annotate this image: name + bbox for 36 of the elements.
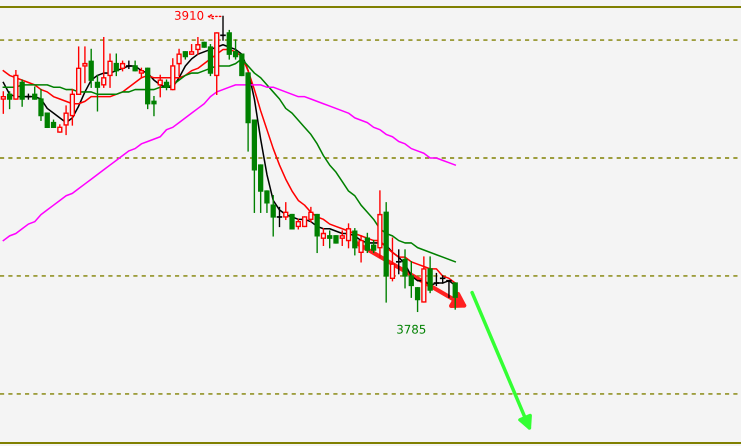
candlestick (427, 256, 433, 294)
candlestick (132, 60, 138, 72)
candlestick (0, 91, 6, 114)
candlestick (195, 36, 201, 55)
candlestick (283, 202, 288, 220)
candlestick (126, 60, 132, 70)
candlestick (20, 79, 25, 107)
candlestick (114, 53, 119, 76)
annotation: 3910 (174, 10, 204, 20)
candlestick (170, 58, 176, 90)
candlestick (414, 287, 420, 312)
candlestick (120, 60, 126, 72)
candlestick (452, 282, 458, 310)
candlestick (358, 235, 364, 262)
candlestick (289, 214, 295, 230)
candlestick (352, 228, 358, 256)
candlestick (270, 195, 276, 237)
text: 3785 (397, 324, 426, 334)
candlestick (82, 46, 88, 84)
candlestick (158, 74, 163, 98)
candlestick (26, 94, 32, 100)
candlestick (320, 228, 326, 246)
candlestick (164, 79, 170, 90)
candlestick (13, 70, 19, 100)
candlestick (101, 36, 106, 88)
candlestick (138, 68, 144, 78)
candlestick (314, 214, 320, 254)
candlestick (276, 206, 282, 228)
candlestick (88, 48, 94, 88)
candlestick (6, 91, 12, 110)
candlestick (440, 275, 446, 284)
candlestick (94, 74, 100, 112)
candlestick (390, 238, 396, 282)
candlestick (188, 44, 194, 55)
candlestick (220, 16, 226, 41)
candlestick (107, 53, 113, 88)
